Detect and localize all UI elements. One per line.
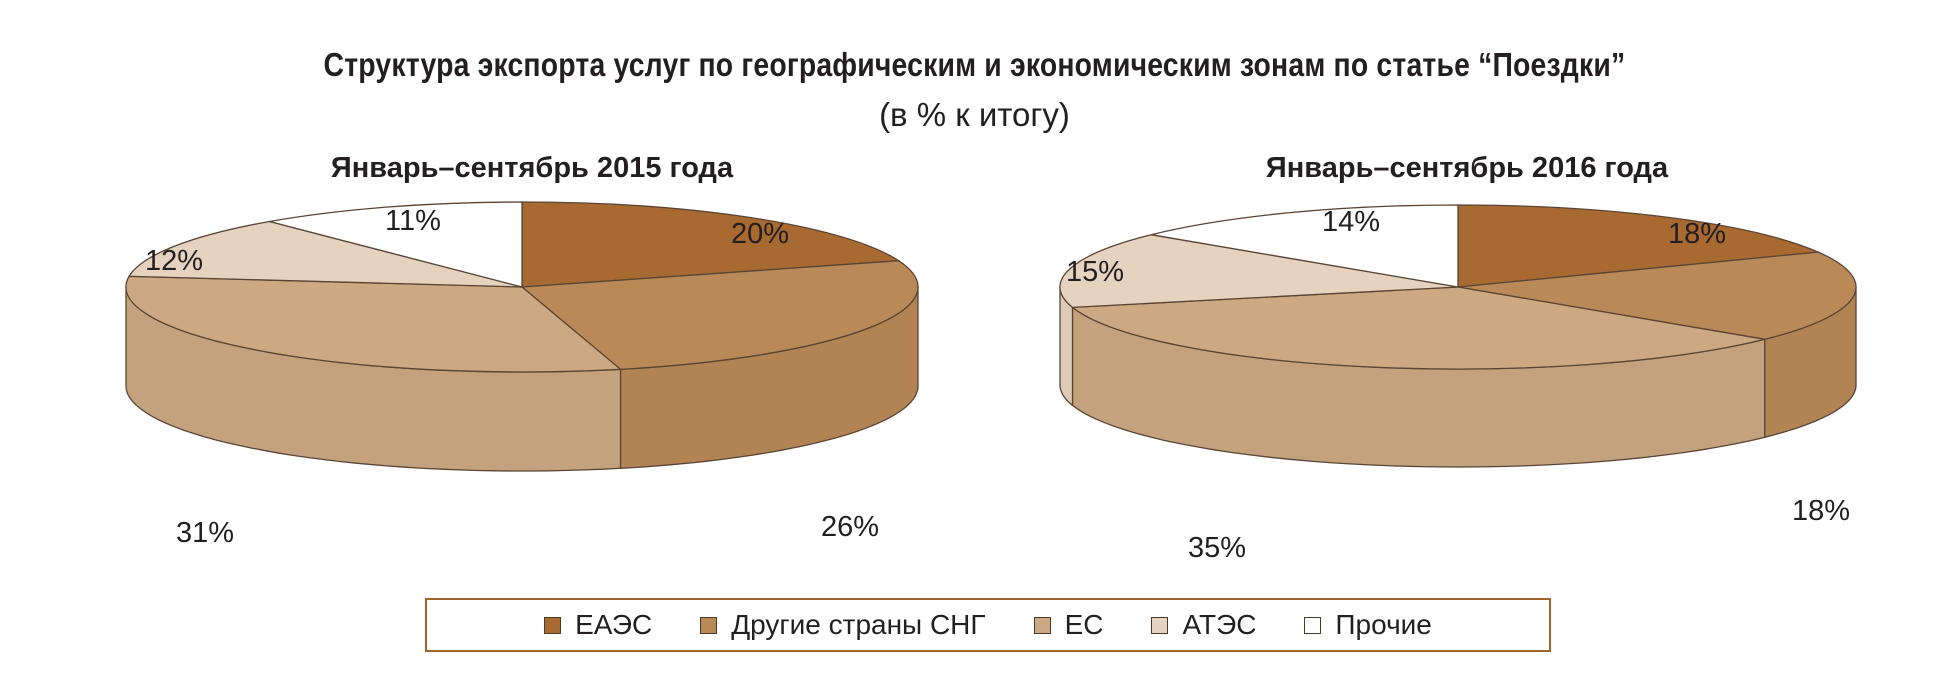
pie-title-2016: Январь–сентябрь 2016 года: [1265, 152, 1669, 184]
legend-label: Другие страны СНГ: [731, 609, 986, 640]
pie-chart-2015: 20% 26% 31% 12% 11%: [125, 201, 919, 549]
legend-label: ЕС: [1064, 609, 1104, 640]
legend-label: ЕАЭС: [575, 609, 653, 640]
data-label: 31%: [176, 517, 234, 549]
pie-slice-Другие страны СНГ: [520, 260, 919, 370]
data-label: 11%: [385, 205, 441, 237]
pie-title-2015: Январь–сентябрь 2015 года: [330, 152, 734, 184]
pie-slice-ЕС: [1070, 286, 1765, 370]
legend-item-cis: Другие страны СНГ: [700, 609, 986, 641]
pie-slice-АТЭС: [127, 220, 523, 288]
legend-item-eaes: ЕАЭС: [544, 609, 652, 641]
data-label: 12%: [145, 245, 203, 277]
pie-slice-Другие страны СНГ: [1457, 251, 1857, 340]
legend-swatch: [700, 616, 718, 634]
pie-slice-АТЭС: [1059, 234, 1459, 309]
legend-item-other: Прочие: [1304, 609, 1432, 641]
chart-subtitle: (в % к итогу): [879, 96, 1070, 133]
pie-slice-Прочие: [1151, 204, 1459, 288]
legend: ЕАЭС Другие страны СНГ ЕС АТЭС Прочие: [425, 598, 1551, 652]
legend-label: Прочие: [1335, 609, 1432, 640]
legend-item-eu: ЕС: [1033, 609, 1104, 641]
data-label: 18%: [1668, 218, 1726, 250]
pie-slice-ЕАЭС: [521, 201, 901, 288]
pie-slice-ЕАЭС: [1457, 204, 1821, 288]
pie-chart-2016: 18% 18% 35% 15% 14%: [1059, 204, 1857, 564]
legend-swatch: [544, 616, 562, 634]
chart-title-main: Структура экспорта услуг по географическ…: [323, 46, 1626, 83]
pie-slice-ЕС: [125, 275, 623, 373]
data-label: 26%: [821, 511, 879, 543]
pie-slice-Прочие: [269, 201, 523, 288]
legend-swatch: [1304, 616, 1322, 634]
data-label: 20%: [731, 218, 789, 250]
legend-swatch: [1033, 616, 1051, 634]
data-label: 18%: [1792, 495, 1850, 527]
legend-swatch: [1151, 616, 1169, 634]
data-label: 15%: [1066, 256, 1124, 288]
legend-label: АТЭС: [1182, 609, 1257, 640]
data-label: 14%: [1322, 206, 1380, 238]
data-label: 35%: [1188, 532, 1246, 564]
legend-item-apec: АТЭС: [1151, 609, 1256, 641]
